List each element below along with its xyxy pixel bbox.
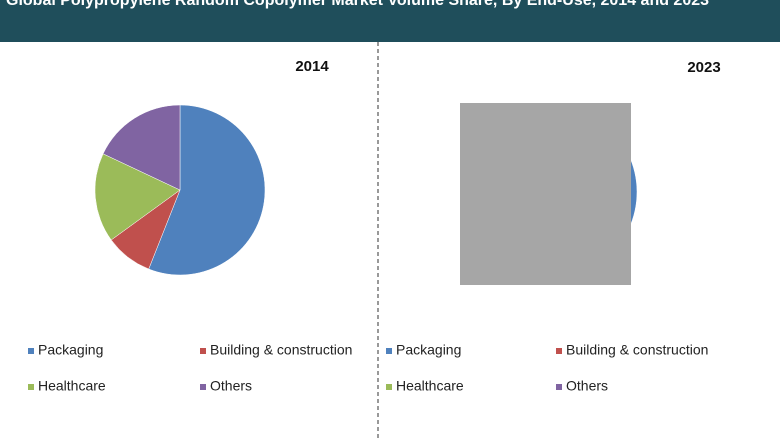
pie-title: 2014 [295, 58, 329, 75]
legend-label: Healthcare [38, 378, 106, 394]
obscuring-box [460, 103, 631, 285]
header: Global Polypropylene Random Copolymer Ma… [0, 0, 780, 42]
pie-slice [148, 104, 266, 276]
legend-swatch [28, 348, 34, 354]
legend-label: Building & construction [210, 342, 352, 358]
pie-slice [102, 104, 181, 191]
legend-swatch [386, 348, 392, 354]
legend-swatch [200, 348, 206, 354]
legend-swatch [386, 384, 392, 390]
page-title: Global Polypropylene Random Copolymer Ma… [6, 0, 710, 9]
legend-label: Others [210, 378, 252, 394]
legend-label: Healthcare [396, 378, 464, 394]
legend-swatch [28, 384, 34, 390]
legend-label: Building & construction [566, 342, 708, 358]
pie-slice [94, 153, 181, 241]
legend-swatch [200, 384, 206, 390]
legend-label: Packaging [38, 342, 103, 358]
legend-swatch [556, 348, 562, 354]
pie-title: 2023 [687, 59, 720, 76]
legend-swatch [556, 384, 562, 390]
legend-label: Packaging [396, 342, 461, 358]
legend-label: Others [566, 378, 608, 394]
